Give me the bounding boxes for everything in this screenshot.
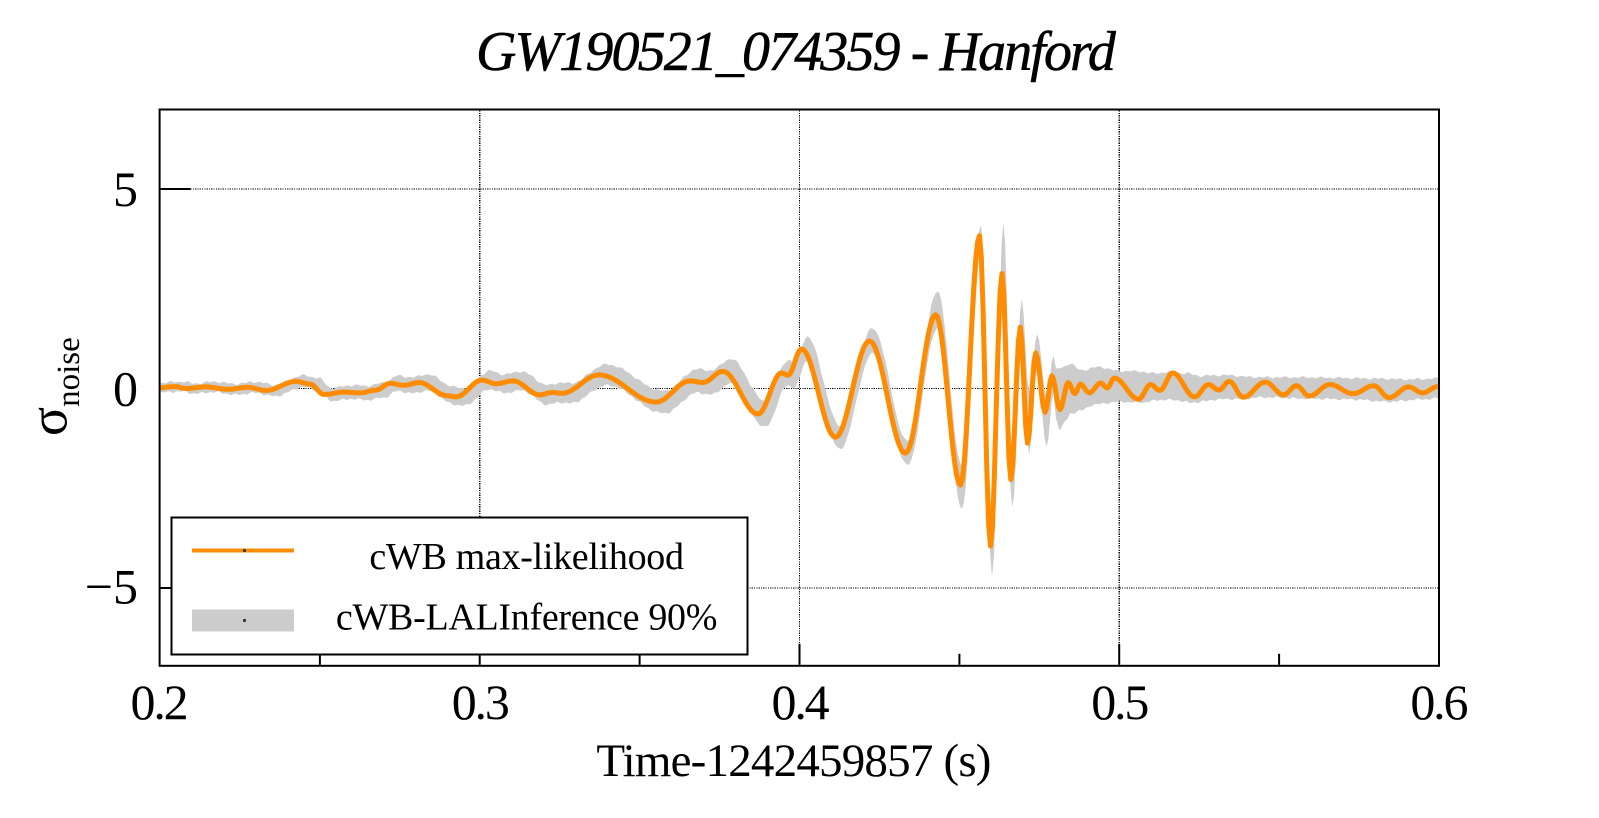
svg-text:cWB-LALInference 90%: cWB-LALInference 90%: [336, 597, 717, 639]
svg-text:0.3: 0.3: [452, 674, 509, 730]
svg-text:0.6: 0.6: [1410, 674, 1467, 730]
svg-text:0.2: 0.2: [131, 674, 187, 730]
svg-text:0.4: 0.4: [772, 674, 830, 730]
svg-text:GW190521_074359 - Hanford: GW190521_074359 - Hanford: [476, 21, 1117, 83]
svg-text:0: 0: [113, 360, 138, 416]
svg-text:Time-1242459857 (s): Time-1242459857 (s): [596, 735, 990, 787]
svg-text:−5: −5: [85, 559, 138, 615]
svg-text:cWB max-likelihood: cWB max-likelihood: [369, 536, 684, 578]
svg-text:0.5: 0.5: [1091, 674, 1148, 730]
svg-text:5: 5: [113, 161, 138, 217]
